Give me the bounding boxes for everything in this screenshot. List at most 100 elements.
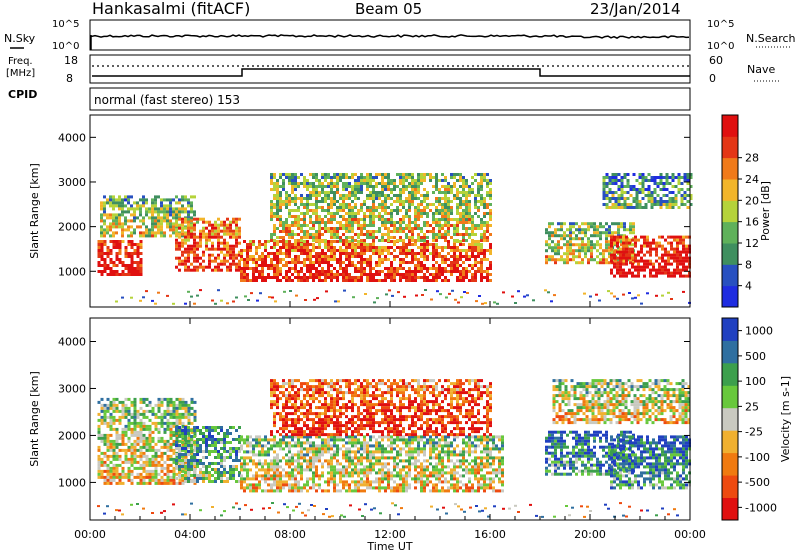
power-echo-cell xyxy=(396,273,399,276)
power-echo-cell xyxy=(294,243,297,246)
power-echo-cell xyxy=(121,234,124,237)
velocity-echo-cell xyxy=(333,450,336,453)
power-echo-cell xyxy=(429,267,432,270)
power-echo-cell xyxy=(273,182,276,185)
power-echo-cell xyxy=(315,200,318,203)
power-echo-cell xyxy=(327,194,330,197)
power-echo-cell xyxy=(345,218,348,221)
velocity-echo-cell xyxy=(149,458,152,461)
power-echo-cell xyxy=(285,197,288,200)
power-echo-cell xyxy=(348,230,351,233)
power-echo-cell xyxy=(456,206,459,209)
power-echo-cell xyxy=(453,246,456,249)
velocity-echo-cell xyxy=(134,401,137,404)
velocity-echo-cell xyxy=(196,462,199,465)
power-echo-cell xyxy=(486,279,489,282)
power-echo-cell xyxy=(648,200,651,203)
velocity-echo-cell xyxy=(143,461,146,464)
power-echo-cell xyxy=(246,264,249,267)
power-echo-cell xyxy=(270,239,273,242)
power-echo-cell xyxy=(486,212,489,215)
power-echo-cell xyxy=(390,203,393,206)
power-echo-cell xyxy=(131,255,134,258)
power-echo-cell xyxy=(661,236,664,239)
velocity-echo-cell xyxy=(113,473,116,476)
velocity-echo-cell xyxy=(321,489,324,492)
power-echo-cell xyxy=(303,206,306,209)
power-echo-cell xyxy=(423,200,426,203)
power-echo-cell xyxy=(300,267,303,270)
power-echo-cell xyxy=(423,249,426,252)
power-colorbar-segment xyxy=(722,243,738,265)
power-echo-cell xyxy=(109,213,112,216)
power-clutter-cell xyxy=(646,292,649,294)
power-echo-cell xyxy=(354,215,357,218)
power-echo-cell xyxy=(453,218,456,221)
power-echo-cell xyxy=(273,227,276,230)
power-echo-cell xyxy=(190,201,193,204)
power-echo-cell xyxy=(609,176,612,179)
power-echo-cell xyxy=(154,219,157,222)
power-echo-cell xyxy=(435,279,438,282)
power-echo-cell xyxy=(145,201,148,204)
power-echo-cell xyxy=(465,206,468,209)
power-echo-cell xyxy=(420,255,423,258)
power-echo-cell xyxy=(181,239,184,242)
power-echo-cell xyxy=(619,275,622,278)
power-echo-cell xyxy=(441,218,444,221)
velocity-echo-cell xyxy=(119,476,122,479)
power-echo-cell xyxy=(423,252,426,255)
power-echo-cell xyxy=(300,173,303,176)
power-echo-cell xyxy=(321,209,324,212)
velocity-echo-cell xyxy=(137,449,140,452)
velocity-echo-cell xyxy=(110,473,113,476)
power-echo-cell xyxy=(405,252,408,255)
velocity-echo-cell xyxy=(137,482,140,485)
power-echo-cell xyxy=(104,252,107,255)
power-echo-cell xyxy=(384,176,387,179)
power-echo-cell xyxy=(432,215,435,218)
power-echo-cell xyxy=(285,218,288,221)
velocity-echo-cell xyxy=(101,422,104,425)
power-echo-cell xyxy=(357,212,360,215)
velocity-echo-cell xyxy=(291,477,294,480)
power-clutter-cell xyxy=(304,299,307,301)
power-echo-cell xyxy=(426,215,429,218)
power-echo-cell xyxy=(545,261,548,264)
velocity-echo-cell xyxy=(113,458,116,461)
power-echo-cell xyxy=(651,203,654,206)
power-echo-cell xyxy=(405,246,408,249)
velocity-echo-cell xyxy=(229,426,232,429)
power-echo-cell xyxy=(270,203,273,206)
velocity-echo-cell xyxy=(140,482,143,485)
power-echo-cell xyxy=(232,233,235,236)
power-echo-cell xyxy=(270,233,273,236)
power-echo-cell xyxy=(608,231,611,234)
velocity-echo-cell xyxy=(167,464,170,467)
power-echo-cell xyxy=(330,230,333,233)
velocity-echo-cell xyxy=(119,455,122,458)
power-echo-cell xyxy=(312,261,315,264)
power-echo-cell xyxy=(468,227,471,230)
power-echo-cell xyxy=(619,263,622,266)
power-echo-cell xyxy=(462,236,465,239)
power-echo-cell xyxy=(444,267,447,270)
velocity-echo-cell xyxy=(276,468,279,471)
power-echo-cell xyxy=(453,243,456,246)
velocity-echo-cell xyxy=(270,465,273,468)
power-echo-cell xyxy=(551,240,554,243)
power-echo-cell xyxy=(393,227,396,230)
power-echo-cell xyxy=(348,194,351,197)
power-echo-cell xyxy=(226,254,229,257)
power-echo-cell xyxy=(261,258,264,261)
power-echo-cell xyxy=(462,227,465,230)
power-echo-cell xyxy=(104,243,107,246)
power-echo-cell xyxy=(235,227,238,230)
velocity-echo-cell xyxy=(104,419,107,422)
velocity-echo-cell xyxy=(240,486,243,489)
power-clutter-cell xyxy=(613,296,616,298)
power-echo-cell xyxy=(324,246,327,249)
power-echo-cell xyxy=(273,252,276,255)
power-echo-cell xyxy=(306,270,309,273)
velocity-echo-cell xyxy=(229,477,232,480)
